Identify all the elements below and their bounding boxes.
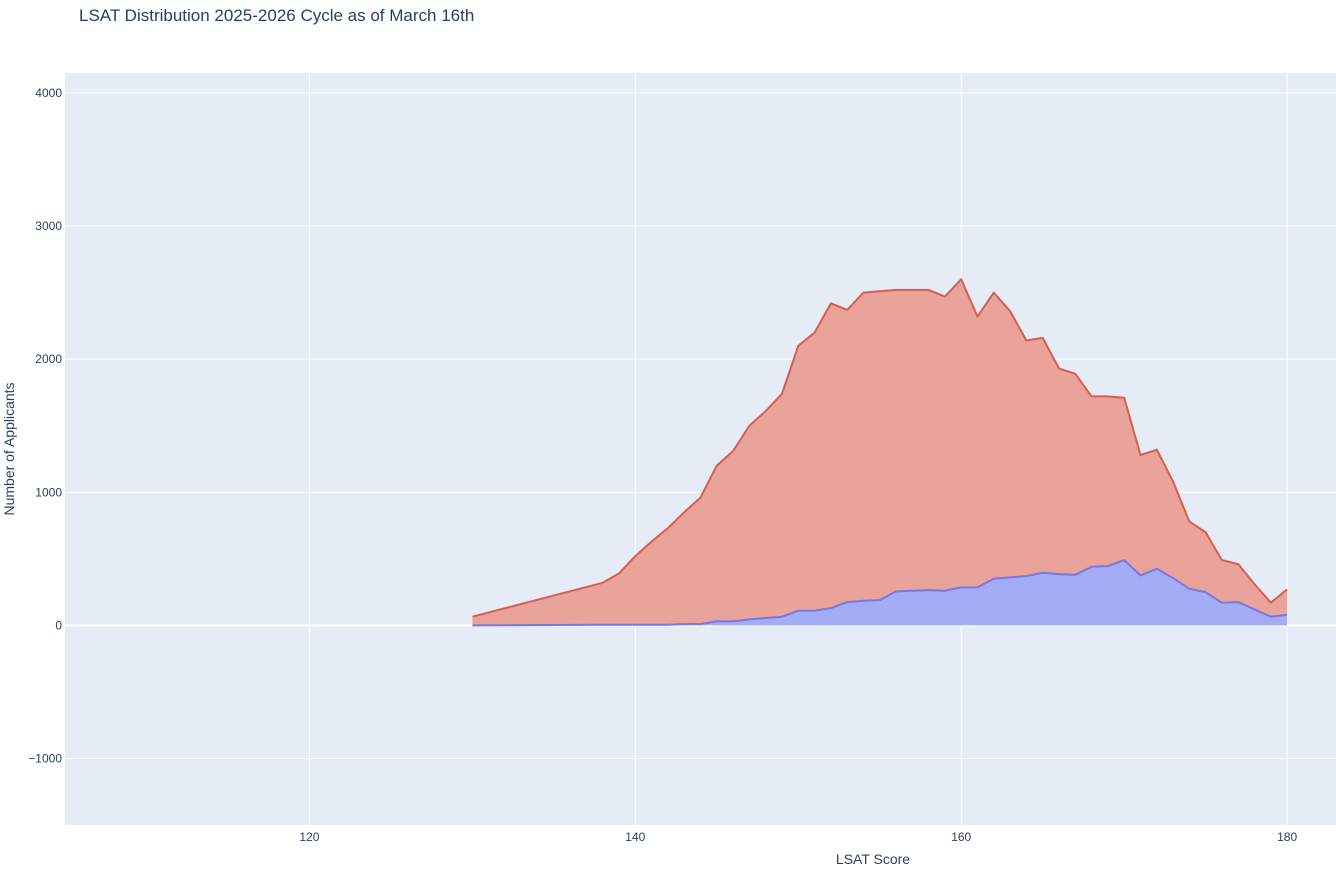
- y-tick-labels: −1000 0 1000 2000 3000 4000: [28, 86, 62, 765]
- y-tick-label: 3000: [35, 219, 62, 233]
- series-areas: [472, 278, 1288, 627]
- y-tick-label: 0: [55, 618, 62, 632]
- x-tick-label: 180: [1277, 830, 1297, 844]
- chart-title: LSAT Distribution 2025-2026 Cycle as of …: [79, 6, 475, 25]
- x-tick-label: 140: [625, 830, 645, 844]
- x-tick-label: 160: [951, 830, 971, 844]
- x-tick-labels: 120 140 160 180: [299, 830, 1297, 844]
- x-axis-title: LSAT Score: [836, 851, 910, 867]
- y-axis-title: Number of Applicants: [1, 382, 17, 515]
- x-tick-label: 120: [299, 830, 319, 844]
- y-tick-label: 1000: [35, 485, 62, 499]
- y-tick-label: 2000: [35, 352, 62, 366]
- plot-background: [65, 73, 1336, 825]
- lower-series-area: [472, 560, 1288, 626]
- y-tick-label: 4000: [35, 86, 62, 100]
- y-tick-label: −1000: [28, 751, 62, 765]
- upper-series-line: [472, 278, 1288, 618]
- upper-series-area: [472, 279, 1288, 626]
- lower-series-line: [472, 559, 1288, 627]
